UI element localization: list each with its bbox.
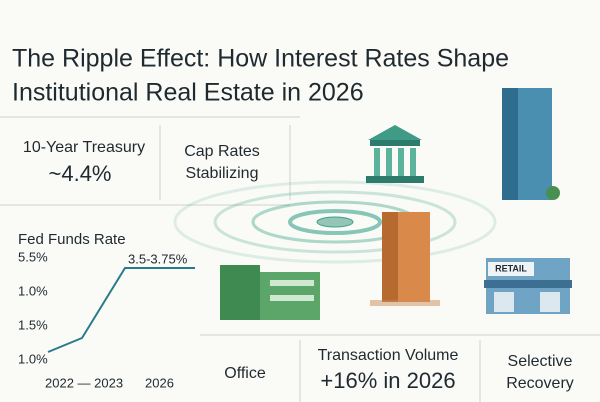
bank-building xyxy=(366,125,424,183)
axis-label: 1.0% xyxy=(18,351,48,366)
card-value: +16% in 2026 xyxy=(320,368,455,393)
card-label: 10-Year Treasury xyxy=(23,139,145,156)
chart-title: Fed Funds Rate xyxy=(18,231,126,248)
title-line: Institutional Real Estate in 2026 xyxy=(12,79,364,107)
title-line: The Ripple Effect: How Interest Rates Sh… xyxy=(12,45,509,73)
retail-sign: RETAIL xyxy=(495,263,527,273)
axis-label: 1.5% xyxy=(18,317,48,332)
rate-line xyxy=(47,267,195,353)
retail-store xyxy=(484,258,572,314)
ripples xyxy=(173,180,497,264)
x-label: 2026 xyxy=(145,375,174,390)
axis-label: 1.0% xyxy=(18,283,48,298)
axis-label: 5.5% xyxy=(18,249,48,264)
card-label: Recovery xyxy=(506,375,574,392)
card-label: Selective xyxy=(508,353,573,370)
card-value: ~4.4% xyxy=(49,161,112,186)
card-label: Stabilizing xyxy=(186,165,259,182)
card-label: Office xyxy=(224,365,266,382)
low-office xyxy=(220,265,320,320)
card-label: Transaction Volume xyxy=(318,347,459,364)
annotation: 3.5-3.75% xyxy=(128,251,188,266)
card-label: Cap Rates xyxy=(184,143,260,160)
orange-tower xyxy=(370,212,440,306)
office-tower xyxy=(502,88,560,200)
x-label: 2022 — 2023 xyxy=(45,375,123,390)
